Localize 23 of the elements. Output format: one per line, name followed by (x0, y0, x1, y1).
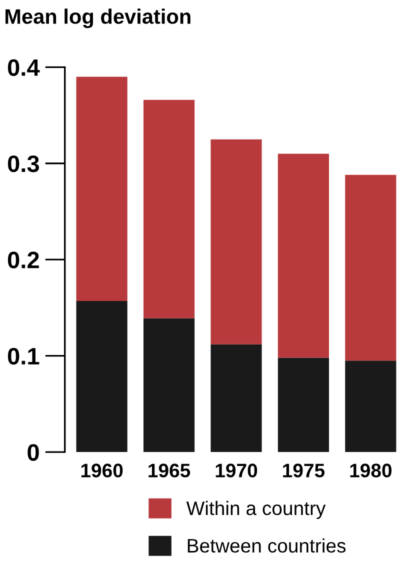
bar (345, 360, 396, 452)
chart-title: Mean log deviation (6, 8, 190, 28)
x-tick-label: 1960 (81, 464, 123, 478)
y-tick-label: 0.1 (8, 348, 40, 365)
bar (278, 154, 329, 358)
x-tick-label: 1970 (216, 464, 258, 478)
x-tick-label: 1980 (350, 464, 392, 478)
bar (143, 100, 195, 318)
y-tick-label: 0.3 (8, 155, 39, 172)
x-tick-label: 1965 (148, 464, 190, 478)
bar (210, 139, 262, 344)
bar (143, 318, 195, 452)
bar (345, 174, 396, 361)
y-tick-label: 0.2 (8, 252, 39, 268)
x-tick-label: 1975 (283, 464, 325, 478)
bar (210, 344, 262, 452)
y-tick-label: 0.4 (8, 59, 40, 76)
legend-label: Within a country (186, 500, 326, 520)
bar (76, 300, 128, 452)
bar (76, 76, 128, 301)
bar (278, 358, 329, 452)
y-tick-label: 0 (28, 444, 39, 461)
legend-label: Between countries (188, 538, 346, 553)
